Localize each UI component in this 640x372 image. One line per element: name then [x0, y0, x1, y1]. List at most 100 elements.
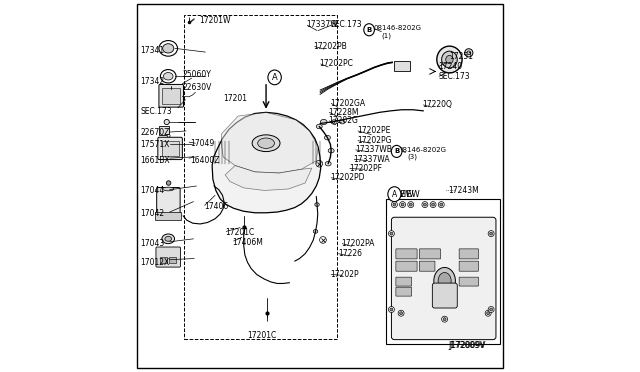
FancyBboxPatch shape: [386, 199, 500, 344]
Text: 17044: 17044: [141, 186, 165, 195]
Ellipse shape: [490, 232, 493, 235]
Ellipse shape: [424, 203, 426, 206]
Ellipse shape: [161, 70, 176, 83]
Ellipse shape: [408, 202, 413, 208]
Ellipse shape: [486, 312, 490, 315]
Ellipse shape: [442, 316, 447, 322]
Ellipse shape: [165, 237, 172, 241]
Ellipse shape: [390, 308, 393, 311]
FancyBboxPatch shape: [158, 137, 182, 160]
FancyBboxPatch shape: [419, 261, 435, 271]
Text: 22630V: 22630V: [182, 83, 212, 92]
Ellipse shape: [488, 231, 494, 237]
Text: SEC.173: SEC.173: [438, 72, 470, 81]
Text: 17337WA: 17337WA: [353, 155, 390, 164]
Ellipse shape: [316, 124, 322, 129]
Ellipse shape: [340, 120, 345, 124]
Ellipse shape: [388, 231, 394, 237]
Ellipse shape: [388, 307, 394, 312]
Ellipse shape: [443, 318, 446, 321]
Text: 17201C: 17201C: [225, 228, 254, 237]
Ellipse shape: [388, 187, 401, 202]
Text: 17337W: 17337W: [306, 20, 338, 29]
Text: 17202PB: 17202PB: [314, 42, 348, 51]
Ellipse shape: [442, 51, 457, 68]
Text: 17202PF: 17202PF: [349, 164, 382, 173]
Ellipse shape: [410, 203, 412, 206]
Ellipse shape: [166, 181, 171, 185]
Text: 16400Z: 16400Z: [190, 156, 220, 165]
FancyBboxPatch shape: [459, 249, 479, 259]
Ellipse shape: [163, 44, 174, 53]
FancyBboxPatch shape: [392, 217, 496, 340]
Ellipse shape: [159, 41, 177, 56]
FancyBboxPatch shape: [394, 61, 410, 71]
Text: (1): (1): [381, 32, 392, 39]
Ellipse shape: [488, 307, 494, 312]
FancyBboxPatch shape: [433, 283, 457, 308]
Polygon shape: [221, 112, 318, 173]
FancyBboxPatch shape: [396, 277, 412, 286]
Ellipse shape: [167, 134, 170, 137]
Ellipse shape: [401, 203, 404, 206]
Text: 17243M: 17243M: [449, 186, 479, 195]
Text: 17341: 17341: [141, 46, 165, 55]
Ellipse shape: [324, 135, 330, 140]
Text: A: A: [392, 190, 397, 199]
Text: 17571X: 17571X: [141, 140, 170, 149]
Text: 17337WB: 17337WB: [355, 145, 392, 154]
Text: J172009V: J172009V: [449, 341, 485, 350]
FancyBboxPatch shape: [160, 257, 168, 263]
Ellipse shape: [431, 203, 435, 206]
Ellipse shape: [490, 308, 493, 311]
Ellipse shape: [434, 267, 456, 294]
Ellipse shape: [438, 202, 444, 208]
Text: 17049: 17049: [190, 139, 214, 148]
FancyBboxPatch shape: [159, 126, 169, 135]
Ellipse shape: [390, 232, 393, 235]
FancyBboxPatch shape: [157, 187, 180, 214]
Ellipse shape: [437, 46, 462, 73]
Ellipse shape: [163, 187, 174, 191]
Text: 17406: 17406: [205, 202, 229, 211]
Text: 25060Y: 25060Y: [182, 70, 211, 79]
Text: 17251: 17251: [449, 52, 474, 61]
Text: VIEW: VIEW: [399, 190, 420, 199]
Ellipse shape: [325, 161, 331, 166]
Text: 17406M: 17406M: [232, 238, 264, 247]
FancyBboxPatch shape: [459, 277, 479, 286]
Ellipse shape: [422, 202, 428, 208]
Ellipse shape: [252, 135, 280, 152]
Text: 17240: 17240: [438, 62, 463, 71]
Text: 17042: 17042: [141, 209, 165, 218]
Text: VIEW: VIEW: [393, 190, 415, 199]
Ellipse shape: [314, 230, 318, 233]
Ellipse shape: [465, 49, 473, 57]
FancyBboxPatch shape: [396, 287, 412, 296]
FancyBboxPatch shape: [163, 88, 180, 104]
Text: 17201W: 17201W: [199, 16, 230, 25]
FancyBboxPatch shape: [419, 249, 440, 259]
Text: J172009V: J172009V: [449, 341, 486, 350]
Ellipse shape: [163, 73, 173, 80]
Text: 17201C: 17201C: [248, 331, 276, 340]
Text: 17342: 17342: [141, 77, 165, 86]
FancyBboxPatch shape: [161, 141, 179, 156]
Ellipse shape: [438, 272, 451, 289]
Ellipse shape: [391, 145, 402, 157]
FancyBboxPatch shape: [459, 261, 479, 271]
Text: 17202GA: 17202GA: [330, 99, 365, 108]
Ellipse shape: [399, 312, 403, 315]
FancyBboxPatch shape: [159, 84, 184, 107]
FancyBboxPatch shape: [396, 249, 417, 259]
Text: A: A: [272, 73, 278, 82]
Ellipse shape: [392, 202, 397, 208]
Ellipse shape: [164, 119, 170, 125]
Text: 17202PD: 17202PD: [330, 173, 365, 182]
Text: 17220Q: 17220Q: [422, 100, 452, 109]
Text: 17202PE: 17202PE: [357, 126, 390, 135]
Text: 22670Z: 22670Z: [141, 128, 170, 137]
Text: 17201: 17201: [223, 94, 247, 103]
FancyBboxPatch shape: [396, 261, 417, 271]
FancyBboxPatch shape: [156, 212, 181, 220]
